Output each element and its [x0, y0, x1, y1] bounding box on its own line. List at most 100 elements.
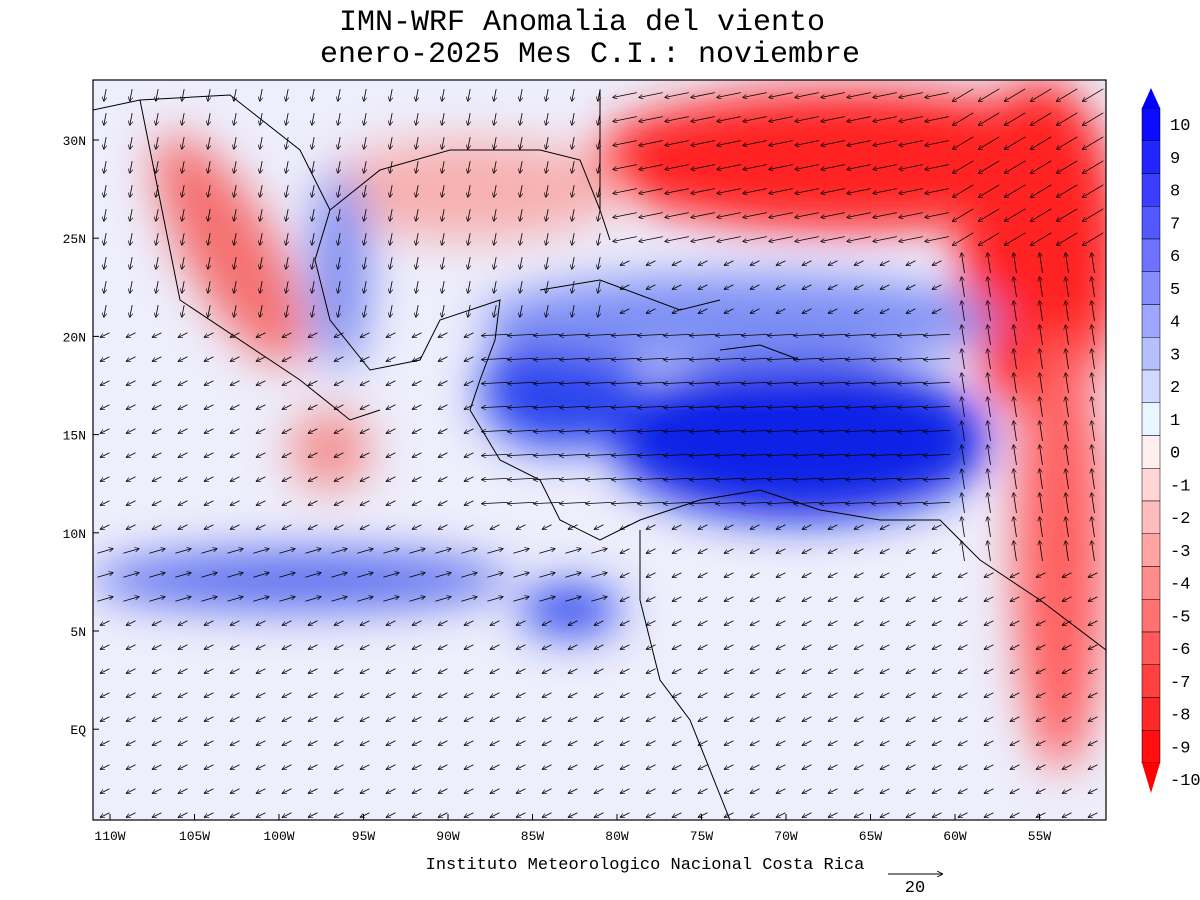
wind-arrow [508, 334, 535, 335]
wind-arrow [335, 404, 344, 409]
wind-arrow [468, 113, 470, 125]
wind-arrow [572, 89, 574, 101]
wind-arrow [821, 140, 845, 146]
wind-arrow [97, 573, 112, 578]
wind-arrow [543, 716, 552, 721]
wind-arrow [517, 524, 526, 529]
wind-arrow [465, 452, 474, 457]
wind-arrow [442, 89, 444, 101]
wind-arrow [465, 644, 474, 649]
wind-arrow [777, 692, 786, 697]
wind-arrow [962, 277, 965, 297]
wind-arrow [647, 716, 656, 721]
wind-arrow [494, 305, 496, 317]
wind-arrow [985, 716, 994, 721]
lat-label: 25N [63, 232, 86, 247]
wind-arrow [962, 253, 965, 273]
wind-arrow [179, 668, 188, 673]
wind-arrow [127, 620, 136, 625]
wind-arrow [179, 404, 188, 409]
wind-arrow [312, 209, 314, 221]
wind-arrow [1037, 572, 1046, 577]
wind-arrow [907, 668, 916, 673]
wind-arrow [751, 284, 760, 289]
wind-arrow [494, 89, 496, 101]
wind-arrow [829, 260, 838, 265]
wind-arrow [413, 500, 422, 505]
wind-arrow [182, 185, 184, 197]
wind-arrow [383, 573, 398, 578]
wind-arrow [953, 136, 974, 149]
wind-arrow [413, 404, 422, 409]
lon-label: 100W [263, 829, 294, 844]
colorbar-box [1141, 337, 1161, 371]
title-line: IMN-WRF Anomalia del viento [339, 6, 825, 40]
wind-arrow [494, 209, 496, 221]
wind-arrow [520, 89, 522, 101]
wind-arrow [742, 478, 769, 479]
wind-arrow [777, 644, 786, 649]
wind-arrow [1092, 277, 1095, 297]
wind-arrow [1066, 253, 1069, 273]
wind-arrow [1037, 644, 1046, 649]
wind-arrow [803, 284, 812, 289]
wind-arrow [309, 740, 318, 745]
wind-arrow [465, 716, 474, 721]
footer: Instituto Meteorologico Nacional Costa R… [426, 856, 865, 875]
wind-arrow [387, 620, 396, 625]
wind-arrow [127, 356, 136, 361]
wind-arrow [988, 493, 991, 513]
wind-arrow [153, 692, 162, 697]
wind-arrow [227, 573, 242, 578]
lon-label: 75W [690, 829, 714, 844]
wind-arrow [794, 334, 821, 335]
wind-arrow [768, 502, 795, 503]
wind-arrow [560, 358, 587, 359]
wind-arrow [1066, 373, 1069, 393]
wind-arrow [572, 137, 574, 149]
wind-arrow [959, 572, 968, 577]
wind-arrow [1005, 88, 1026, 101]
wind-arrow [639, 236, 663, 242]
wind-arrow [898, 430, 925, 431]
wind-arrow [390, 137, 392, 149]
colorbar-box [1141, 107, 1161, 141]
wind-arrow [283, 356, 292, 361]
wind-arrow [413, 740, 422, 745]
wind-arrow [338, 137, 340, 149]
wind-arrow [123, 549, 138, 554]
wind-arrow [985, 620, 994, 625]
wind-arrow [586, 406, 613, 407]
wind-arrow [208, 305, 210, 317]
wind-arrow [208, 233, 210, 245]
wind-arrow [647, 692, 656, 697]
wind-arrow [234, 209, 236, 221]
wind-arrow [361, 692, 370, 697]
wind-arrow [595, 644, 604, 649]
lat-label: 15N [63, 429, 86, 444]
wind-arrow [482, 454, 509, 455]
wind-arrow [383, 549, 398, 554]
wind-arrow [491, 716, 500, 721]
wind-arrow [1092, 493, 1095, 513]
wind-arrow [465, 332, 474, 337]
wind-arrow [335, 500, 344, 505]
wind-arrow [153, 644, 162, 649]
wind-arrow [101, 428, 110, 433]
wind-arrow [639, 116, 663, 122]
wind-arrow [647, 644, 656, 649]
wind-arrow [234, 89, 236, 101]
wind-arrow [517, 668, 526, 673]
wind-arrow [482, 358, 509, 359]
wind-arrow [751, 548, 760, 553]
wind-arrow [156, 161, 158, 173]
wind-arrow [777, 260, 786, 265]
wind-arrow [309, 524, 318, 529]
wind-arrow [933, 716, 942, 721]
wind-arrow [413, 524, 422, 529]
wind-arrow [182, 257, 184, 269]
wind-arrow [924, 454, 951, 455]
wind-arrow [873, 92, 897, 98]
wind-arrow [953, 232, 974, 245]
wind-arrow [543, 644, 552, 649]
